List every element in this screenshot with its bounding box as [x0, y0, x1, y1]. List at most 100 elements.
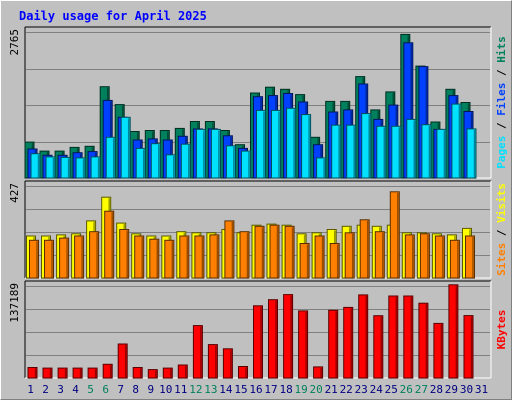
bar-body: [45, 156, 56, 179]
series-name-sites: Sites: [495, 243, 508, 276]
bar-body: [42, 367, 53, 379]
bar-pages-day-4: [75, 157, 86, 179]
bar-pages-day-26: [406, 118, 417, 179]
bar-body: [194, 235, 205, 279]
bar-pages-day-20: [316, 157, 327, 179]
bar-pages-day-1: [30, 153, 41, 179]
bar-body: [225, 145, 236, 179]
bar-body: [376, 125, 387, 179]
bar-pages-day-2: [45, 156, 56, 179]
bar-body: [418, 302, 429, 379]
bar-body: [374, 231, 385, 279]
bar-kbytes-day-16: [253, 305, 263, 379]
day-label: 11: [174, 383, 187, 396]
bar-sites-day-14: [224, 220, 235, 279]
bar-body: [177, 364, 188, 379]
bar-pages-day-13: [210, 128, 221, 179]
bar-pages-day-14: [225, 145, 236, 179]
bar-body: [316, 157, 327, 179]
bar-sites-day-8: [134, 235, 145, 279]
bar-kbytes-day-10: [162, 367, 173, 379]
bar-sites-day-27: [419, 233, 430, 279]
bar-body: [150, 143, 161, 179]
bar-kbytes-day-3: [57, 367, 68, 379]
bar-kbytes-day-21: [328, 309, 339, 379]
bar-pages-day-11: [180, 143, 191, 179]
bar-body: [120, 116, 131, 179]
day-label: 30: [460, 383, 473, 396]
bar-pages-day-7: [120, 116, 131, 179]
day-label: 18: [279, 383, 292, 396]
day-label: 24: [370, 383, 384, 396]
bar-body: [433, 322, 444, 379]
bar-body: [298, 310, 309, 379]
bar-body: [419, 233, 430, 279]
bar-body: [268, 299, 278, 379]
bar-kbytes-day-25: [388, 295, 399, 379]
bar-kbytes-day-28: [433, 322, 444, 379]
day-label: 1: [27, 383, 34, 396]
bar-sites-day-9: [149, 238, 160, 279]
bar-kbytes-day-13: [207, 344, 218, 379]
bar-pages-day-17: [271, 109, 281, 179]
bar-kbytes-day-9: [147, 369, 158, 379]
series-name-visits: Visits: [495, 183, 508, 223]
bar-body: [44, 239, 54, 279]
day-label: 10: [159, 383, 172, 396]
bar-body: [179, 235, 190, 279]
bar-kbytes-day-7: [117, 343, 128, 379]
bar-body: [74, 235, 85, 279]
bar-body: [132, 367, 143, 379]
day-label: 28: [430, 383, 443, 396]
bar-pages-day-8: [135, 147, 146, 179]
panel-2: 427 Sites / Visits: [8, 180, 508, 279]
bar-body: [60, 156, 71, 179]
chart-panels: 2765 Pages / Files / Hits 427 Sites / Visit…: [8, 26, 508, 379]
bar-sites-day-21: [329, 243, 340, 279]
bar-kbytes-day-4: [72, 367, 83, 379]
day-label: 9: [147, 383, 154, 396]
series-name-pages: Pages: [495, 136, 508, 169]
day-label: 22: [340, 383, 353, 396]
day-label: 16: [249, 383, 262, 396]
bar-body: [301, 114, 312, 179]
bar-kbytes-day-1: [27, 367, 38, 379]
bar-body: [224, 220, 235, 279]
bar-sites-day-15: [239, 231, 250, 279]
bar-pages-day-16: [256, 109, 266, 179]
day-axis-labels: 1 2 3 4 5 6 7 8 9 10 11 12 13 14 15 16 17 18 19 20 21 22 23 24 2…: [27, 383, 488, 396]
bar-pages-day-9: [150, 143, 161, 179]
ymax-label: 137189: [8, 283, 21, 323]
bar-kbytes-day-8: [132, 367, 143, 379]
bar-body: [147, 369, 158, 379]
bar-pages-day-22: [346, 124, 357, 179]
bar-kbytes-day-27: [418, 302, 429, 379]
bar-pages-day-18: [286, 107, 297, 179]
bar-pages-day-12: [195, 128, 206, 179]
bar-body: [102, 363, 113, 379]
bar-kbytes-day-19: [298, 310, 309, 379]
bar-sites-day-13: [209, 234, 220, 279]
ymax-label: 427: [8, 183, 21, 203]
bar-sites-day-19: [299, 243, 310, 279]
bar-sites-day-16: [254, 225, 265, 279]
day-label: 29: [445, 383, 458, 396]
day-label: 26: [400, 383, 413, 396]
bar-sites-day-20: [314, 235, 325, 279]
bar-kbytes-day-20: [313, 366, 324, 379]
day-label: 21: [325, 383, 338, 396]
bar-pages-day-15: [241, 150, 251, 179]
bar-body: [238, 366, 248, 379]
series-axis-label: KBytes: [495, 310, 508, 350]
day-label: 31: [475, 383, 488, 396]
bar-body: [436, 128, 447, 179]
bar-pages-day-6: [105, 136, 116, 179]
bar-body: [180, 143, 191, 179]
bar-body: [358, 294, 369, 379]
bar-body: [59, 237, 70, 279]
bar-body: [465, 235, 475, 279]
bar-kbytes-day-2: [42, 367, 53, 379]
bar-body: [30, 153, 41, 179]
bar-body: [134, 235, 145, 279]
